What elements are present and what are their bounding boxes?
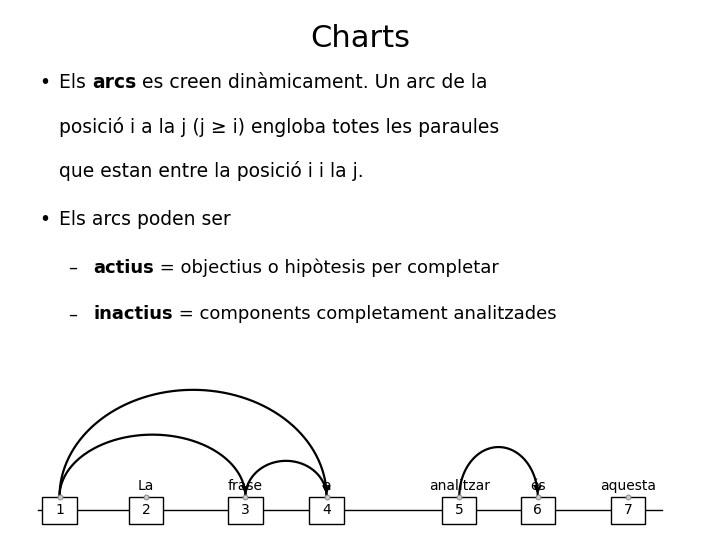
- Bar: [129, 497, 163, 524]
- Text: 2: 2: [142, 503, 150, 517]
- Text: arcs: arcs: [92, 73, 136, 92]
- Text: 5: 5: [455, 503, 464, 517]
- Bar: [42, 497, 76, 524]
- Text: 1: 1: [55, 503, 64, 517]
- Text: 3: 3: [241, 503, 250, 517]
- Text: •: •: [40, 73, 50, 92]
- Text: La: La: [138, 478, 154, 492]
- Text: frase: frase: [228, 478, 263, 492]
- Text: actius: actius: [94, 259, 154, 277]
- Text: posició i a la j (j ≥ i) engloba totes les paraules: posició i a la j (j ≥ i) engloba totes l…: [59, 117, 499, 137]
- Text: es creen dinàmicament. Un arc de la: es creen dinàmicament. Un arc de la: [136, 73, 487, 92]
- Text: –: –: [68, 306, 78, 323]
- Text: 4: 4: [323, 503, 331, 517]
- Text: analitzar: analitzar: [429, 478, 490, 492]
- Text: 6: 6: [534, 503, 542, 517]
- Bar: [442, 497, 477, 524]
- Text: Els arcs poden ser: Els arcs poden ser: [59, 210, 231, 229]
- Bar: [310, 497, 343, 524]
- Text: Charts: Charts: [310, 24, 410, 53]
- Text: = components completament analitzades: = components completament analitzades: [174, 306, 557, 323]
- Text: = objectius o hipòtesis per completar: = objectius o hipòtesis per completar: [154, 259, 499, 278]
- Text: inactius: inactius: [94, 306, 174, 323]
- Text: a: a: [323, 478, 331, 492]
- Text: •: •: [40, 210, 50, 229]
- Text: 7: 7: [624, 503, 632, 517]
- Bar: [521, 497, 555, 524]
- Text: Els: Els: [59, 73, 92, 92]
- Text: és: és: [530, 478, 546, 492]
- Bar: [228, 497, 263, 524]
- Text: que estan entre la posició i i la j.: que estan entre la posició i i la j.: [59, 161, 364, 181]
- Bar: [611, 497, 645, 524]
- Text: –: –: [68, 259, 78, 277]
- Text: aquesta: aquesta: [600, 478, 656, 492]
